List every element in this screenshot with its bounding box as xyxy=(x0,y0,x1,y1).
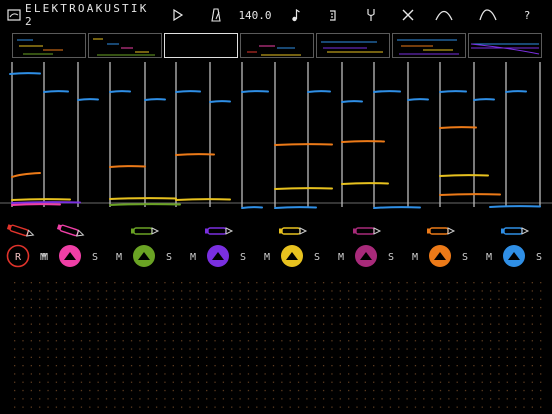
note-segment[interactable] xyxy=(274,143,333,146)
note-segment[interactable] xyxy=(109,90,131,93)
track-4-mute-button[interactable]: M xyxy=(189,251,197,263)
pattern-thumb-1[interactable] xyxy=(12,33,86,58)
pencil-icon[interactable] xyxy=(56,224,86,238)
tuning-fork-icon[interactable] xyxy=(361,0,381,30)
metronome-icon[interactable] xyxy=(206,0,226,30)
note-segment[interactable] xyxy=(144,98,166,101)
envelope-curve-icon[interactable] xyxy=(432,0,456,30)
note-segment[interactable] xyxy=(109,165,146,168)
note-segment[interactable] xyxy=(341,182,389,185)
track-2-mute-button[interactable]: M xyxy=(41,251,49,263)
help-button[interactable]: ? xyxy=(523,8,531,22)
pattern-thumb-5[interactable] xyxy=(316,33,390,58)
track-2-solo-button[interactable]: S xyxy=(91,251,99,263)
track-8-level-knob[interactable] xyxy=(502,244,526,268)
note-icon[interactable] xyxy=(286,0,306,30)
track-1-mute-button[interactable]: M xyxy=(39,251,47,263)
note-segment[interactable] xyxy=(11,203,61,206)
track-4-solo-button[interactable]: S xyxy=(239,251,247,263)
note-segment[interactable] xyxy=(9,72,41,75)
note-segment[interactable] xyxy=(489,205,541,208)
note-segment[interactable] xyxy=(11,172,41,178)
note-segment[interactable] xyxy=(175,198,231,201)
track-7-mute-button[interactable]: M xyxy=(411,251,419,263)
track-8-mute-button[interactable]: M xyxy=(485,251,493,263)
track-3-level-knob[interactable] xyxy=(132,244,156,268)
pattern-thumb-4[interactable] xyxy=(240,33,314,58)
note-segment[interactable] xyxy=(43,90,69,93)
note-segment[interactable] xyxy=(373,90,401,93)
track-5-solo-button[interactable]: S xyxy=(313,251,321,263)
note-segment[interactable] xyxy=(439,126,477,129)
note-segment[interactable] xyxy=(407,98,429,101)
note-segment[interactable] xyxy=(241,206,263,209)
pattern-thumb-3[interactable] xyxy=(164,33,238,58)
track-5-mute-button[interactable]: M xyxy=(263,251,271,263)
pattern-thumb-6[interactable] xyxy=(392,33,466,58)
pattern-thumb-7[interactable] xyxy=(468,33,542,58)
pencil-icon[interactable] xyxy=(352,224,382,238)
tempo-display[interactable]: 140.0 xyxy=(238,8,272,22)
note-segment[interactable] xyxy=(109,197,177,200)
step-grid[interactable] xyxy=(0,278,552,414)
track-6-solo-button[interactable]: S xyxy=(387,251,395,263)
pencil-icon[interactable] xyxy=(130,224,160,238)
track-4-level-knob[interactable] xyxy=(206,244,230,268)
loop-icon[interactable] xyxy=(323,0,343,30)
note-segment[interactable] xyxy=(341,100,363,103)
track-2-level-knob[interactable] xyxy=(58,244,82,268)
envelope-curve-alt-icon[interactable] xyxy=(476,0,500,30)
note-segment[interactable] xyxy=(341,140,385,143)
pattern-thumb-2[interactable] xyxy=(88,33,162,58)
pencil-row xyxy=(0,222,552,238)
note-segment[interactable] xyxy=(439,174,489,177)
sequencer-area[interactable] xyxy=(0,62,552,224)
note-segment[interactable] xyxy=(505,90,527,93)
pencil-icon[interactable] xyxy=(6,224,36,238)
track-3-mute-button[interactable]: M xyxy=(115,251,123,263)
track-6-level-knob[interactable] xyxy=(354,244,378,268)
note-segment[interactable] xyxy=(439,193,501,196)
app-title: ELEKTROAKUSTIK 2 xyxy=(25,2,149,28)
record-button[interactable]: R xyxy=(14,251,22,263)
note-segment[interactable] xyxy=(307,90,331,93)
note-segment[interactable] xyxy=(209,100,231,103)
track-1-level-knob[interactable] xyxy=(6,244,30,268)
track-7-solo-button[interactable]: S xyxy=(461,251,469,263)
play-icon[interactable] xyxy=(168,0,188,30)
note-segment[interactable] xyxy=(11,198,71,201)
note-segment[interactable] xyxy=(274,206,317,209)
track-5-level-knob[interactable] xyxy=(280,244,304,268)
track-8-solo-button[interactable]: S xyxy=(535,251,543,263)
note-segment[interactable] xyxy=(373,206,421,209)
pencil-icon[interactable] xyxy=(278,224,308,238)
pattern-overview xyxy=(0,30,552,62)
pencil-icon[interactable] xyxy=(426,224,456,238)
track-3-solo-button[interactable]: S xyxy=(165,251,173,263)
note-segment[interactable] xyxy=(274,187,333,190)
pencil-icon[interactable] xyxy=(500,224,530,238)
note-segment[interactable] xyxy=(109,203,181,206)
note-segment[interactable] xyxy=(175,153,215,156)
track-6-mute-button[interactable]: M xyxy=(337,251,345,263)
note-segment[interactable] xyxy=(473,98,495,101)
track-7-level-knob[interactable] xyxy=(428,244,452,268)
note-segment[interactable] xyxy=(77,98,99,101)
pencil-icon[interactable] xyxy=(204,224,234,238)
clear-x-icon[interactable] xyxy=(398,0,418,30)
note-segment[interactable] xyxy=(11,201,81,204)
window-icon[interactable] xyxy=(6,0,22,30)
toolbar: ELEKTROAKUSTIK 2 140.0 ? xyxy=(0,0,552,30)
note-segment[interactable] xyxy=(241,90,269,93)
note-segment[interactable] xyxy=(175,90,201,93)
note-segment[interactable] xyxy=(439,90,467,93)
